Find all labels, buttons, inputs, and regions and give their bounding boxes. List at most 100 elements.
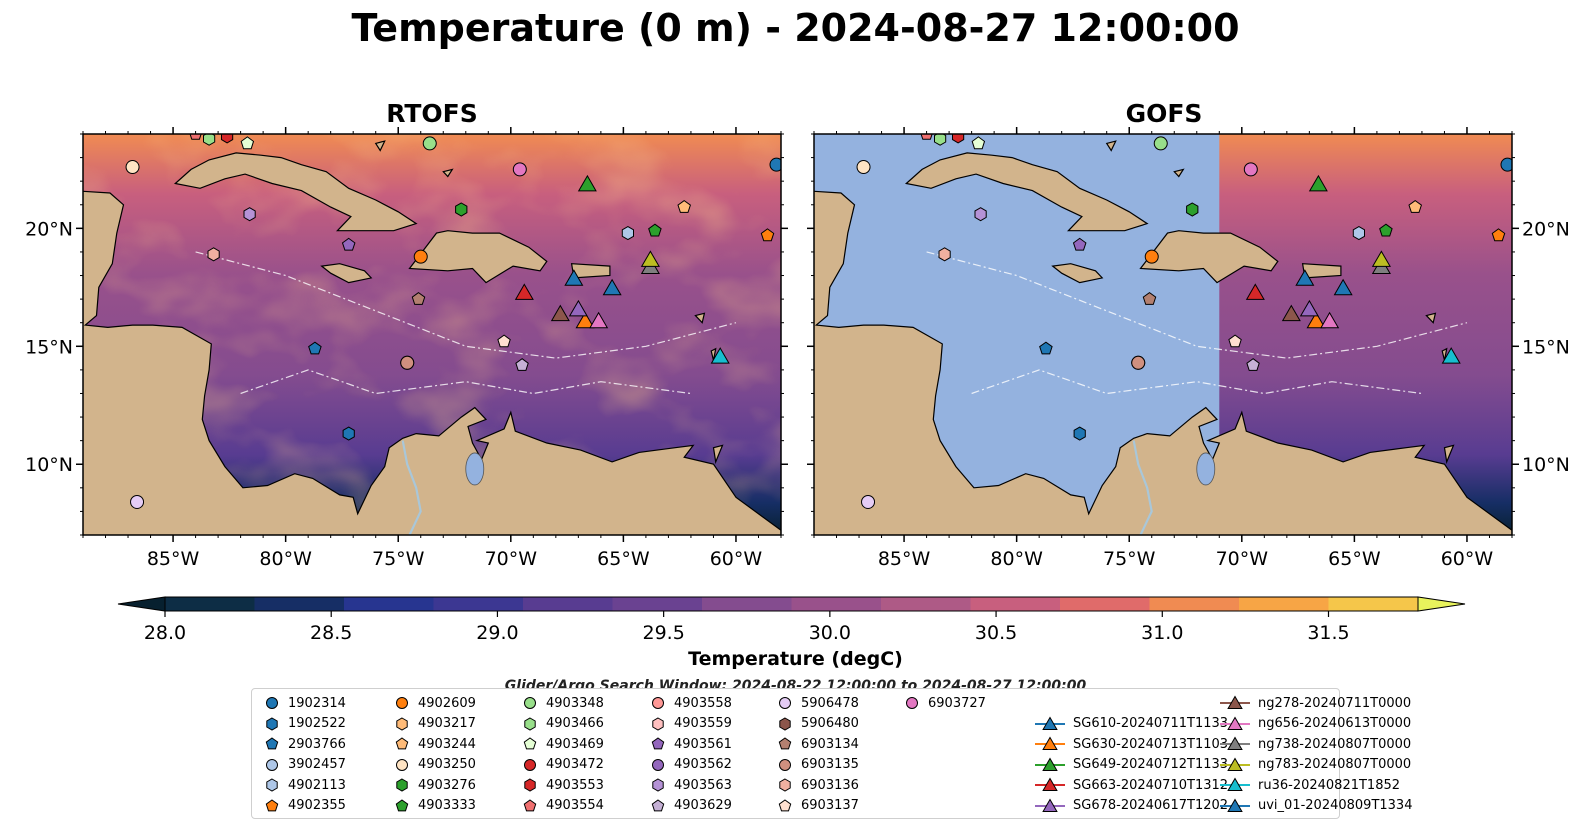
marker-5906480 [835,552,846,565]
marker-ng656-20240613T0000 [589,311,609,329]
legend-label: 6903727 [928,695,986,711]
legend-marker-hexagon [652,716,664,731]
legend-marker-pentagon [651,798,665,811]
legend-marker-circle [906,697,918,709]
legend-label: ru36-20240821T1852 [1258,777,1401,793]
marker-SG663-20240710T1312 [514,283,534,300]
x-tick-label: 60°W [710,548,763,570]
x-tick-label: 85°W [147,548,200,570]
land-polygon [814,190,1512,535]
legend-marker-pentagon [395,798,409,811]
legend-marker-triangle [1035,736,1065,750]
marker-ru36-20240821T1852 [710,347,730,364]
legend-label: 5906478 [801,695,859,711]
marker-4903466 [934,134,947,146]
legend-marker-pentagon [265,737,279,750]
marker-uvi_01-20240809T1334 [602,278,622,296]
legend-shape [395,798,409,811]
legend-shape [1042,715,1058,730]
legend-label: SG610-20240711T1133 [1073,716,1229,731]
legend-item: 6903727 [904,693,986,713]
marker-4903333 [648,223,662,237]
colorbar-segment [433,597,524,611]
land-polygon [408,230,548,284]
river-line [401,440,422,535]
legend-label: 2903766 [288,736,346,752]
legend-item: 6903134 [777,734,859,754]
legend-item: 4903472 [522,755,604,775]
legend-marker-triangle [1220,756,1250,771]
x-tick-label: 85°W [878,548,931,570]
colorbar-tick-label: 31.5 [1307,622,1349,644]
map-frame-rtofs [82,133,782,536]
legend-marker-hexagon [266,716,278,731]
legend-item: ng278-20240711T0000 [1220,693,1411,713]
eez-boundary [195,251,737,359]
legend: 1902314 1902522 2903766 3902457 4902113 49023… [251,688,1412,819]
colorbar-frame [164,596,1419,612]
legend-item: 6903135 [777,755,859,775]
legend-shape [1227,695,1243,709]
legend-item: uvi_01-20240809T1334 [1220,796,1412,816]
legend-marker-pentagon [265,798,279,811]
legend-marker-circle [396,758,408,771]
land-polygon [442,168,454,178]
colorbar-tick-label: 29.0 [476,622,518,644]
legend-item: 2903766 [264,734,346,754]
legend-marker-triangle [1220,736,1250,750]
marker-4903562 [67,559,80,572]
legend-item: 4903629 [650,796,732,816]
x-tick-label: 60°W [1441,548,1494,570]
legend-item: 4903559 [650,714,732,734]
legend-label: 5906480 [801,716,859,731]
legend-label: 4903244 [418,736,476,752]
legend-shape [651,798,665,811]
x-tick-label: 70°W [485,548,538,570]
legend-marker-pentagon [778,737,792,750]
land-polygon [904,152,1149,232]
legend-item: 4903276 [394,775,476,795]
legend-circle [906,697,918,709]
land-polygon [1443,444,1455,465]
legend-label: 6903137 [801,798,859,813]
legend-item: 1902314 [264,693,346,713]
legend-shape [266,716,278,731]
legend-label: uvi_01-20240809T1334 [1258,798,1413,813]
legend-shape [779,778,791,792]
legend-label: 4903562 [674,757,732,772]
legend-marker-circle [266,758,278,771]
legend-label: 4903250 [418,757,476,772]
legend-label: 1902314 [288,695,346,711]
legend-shape [1042,736,1058,750]
legend-item: SG649-20240712T1133 [1035,755,1228,775]
legend-label: 4903333 [418,798,476,813]
legend-shape [652,716,664,731]
panel-title-rtofs: RTOFS [386,99,478,128]
legend-circle [652,758,664,771]
legend-marker-hexagon [524,716,536,731]
legend-item: 6903137 [777,796,859,816]
panel-title-gofs: GOFS [1125,99,1203,128]
marker-4903469 [240,136,255,150]
y-tick-label: 10°N [1522,454,1570,476]
y-tick-label: 15°N [1522,336,1570,358]
marker-SG630-20240713T1103 [1306,311,1326,329]
marker-4903244 [677,199,691,213]
colorbar-segment [1328,597,1419,611]
legend-marker-triangle [1220,777,1250,791]
marker-4903276 [1186,202,1199,217]
legend-marker-hexagon [396,778,408,792]
legend-label: 4903559 [674,716,732,731]
legend-label: 4903558 [674,695,732,711]
legend-shape [1227,756,1243,771]
marker-4903466 [203,134,216,146]
land-polygon [694,312,706,324]
legend-item: ng656-20240613T0000 [1220,714,1411,734]
colorbar: 28.0 28.5 29.0 29.5 30.0 30.5 31.0 31.5 [117,596,1466,644]
marker-4903348 [1153,136,1168,151]
legend-item: 4903217 [394,714,476,734]
legend-marker-circle [266,697,278,709]
marker-ng278-20240711T0000 [1281,304,1301,322]
marker-4903559 [66,552,77,565]
land-polygon [1051,263,1104,284]
